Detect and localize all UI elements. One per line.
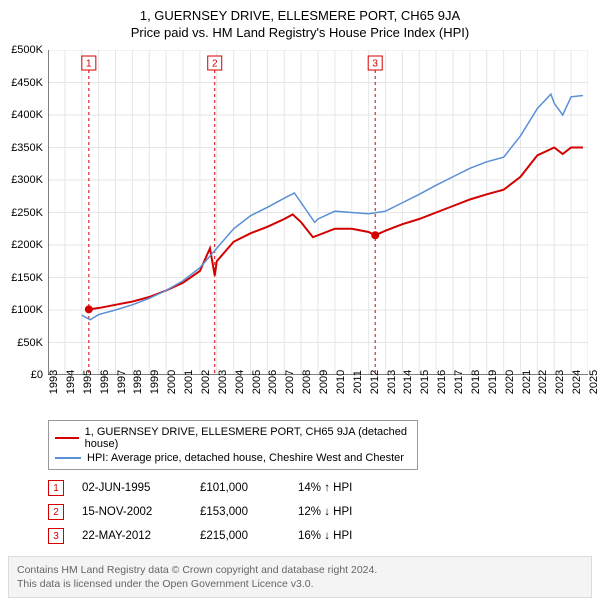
y-axis-label: £200K	[3, 239, 43, 251]
event-row: 1 02-JUN-1995 £101,000 14% ↑ HPI	[48, 476, 592, 500]
y-axis-label: £400K	[3, 109, 43, 121]
svg-text:2: 2	[212, 59, 218, 70]
legend-item: HPI: Average price, detached house, Ches…	[55, 451, 411, 465]
svg-text:3: 3	[372, 59, 378, 70]
event-delta: 12% ↓ HPI	[298, 506, 352, 518]
chart-area: £0 £50K £100K £150K £200K £250K £300K £350K £400…	[0, 44, 600, 414]
footer-line-1: Contains HM Land Registry data © Crown c…	[17, 563, 583, 577]
event-row: 3 22-MAY-2012 £215,000 16% ↓ HPI	[48, 524, 592, 548]
title-line-2: Price paid vs. HM Land Registry's House …	[10, 25, 590, 40]
event-price: £215,000	[200, 530, 280, 542]
y-axis-label: £100K	[3, 304, 43, 316]
legend-label: 1, GUERNSEY DRIVE, ELLESMERE PORT, CH65 …	[85, 426, 411, 450]
chart-titles: 1, GUERNSEY DRIVE, ELLESMERE PORT, CH65 …	[0, 0, 600, 44]
footer-line-2: This data is licensed under the Open Gov…	[17, 577, 583, 591]
page: 1, GUERNSEY DRIVE, ELLESMERE PORT, CH65 …	[0, 0, 600, 598]
event-delta: 14% ↑ HPI	[298, 482, 352, 494]
event-date: 15-NOV-2002	[82, 506, 182, 518]
y-axis-label: £0	[3, 369, 43, 381]
title-line-1: 1, GUERNSEY DRIVE, ELLESMERE PORT, CH65 …	[10, 8, 590, 23]
legend-item: 1, GUERNSEY DRIVE, ELLESMERE PORT, CH65 …	[55, 425, 411, 451]
events-table: 1 02-JUN-1995 £101,000 14% ↑ HPI 2 15-NOV-200…	[48, 476, 592, 548]
legend-swatch	[55, 437, 79, 439]
event-price: £153,000	[200, 506, 280, 518]
y-axis-label: £50K	[3, 337, 43, 349]
x-axis-label: 2025	[588, 370, 600, 394]
legend-label: HPI: Average price, detached house, Ches…	[87, 452, 404, 464]
event-date: 22-MAY-2012	[82, 530, 182, 542]
event-marker: 1	[48, 480, 64, 496]
event-delta: 16% ↓ HPI	[298, 530, 352, 542]
svg-text:1: 1	[86, 59, 92, 70]
footer-attribution: Contains HM Land Registry data © Crown c…	[8, 556, 592, 598]
legend-swatch	[55, 457, 81, 459]
event-price: £101,000	[200, 482, 280, 494]
event-marker: 2	[48, 504, 64, 520]
y-axis-label: £450K	[3, 77, 43, 89]
y-axis-label: £250K	[3, 207, 43, 219]
y-axis-label: £350K	[3, 142, 43, 154]
chart-svg: 1 2 3	[48, 50, 588, 375]
y-axis-label: £300K	[3, 174, 43, 186]
event-marker: 3	[48, 528, 64, 544]
y-axis-label: £150K	[3, 272, 43, 284]
event-row: 2 15-NOV-2002 £153,000 12% ↓ HPI	[48, 500, 592, 524]
event-date: 02-JUN-1995	[82, 482, 182, 494]
legend: 1, GUERNSEY DRIVE, ELLESMERE PORT, CH65 …	[48, 420, 418, 470]
y-axis-label: £500K	[3, 44, 43, 56]
